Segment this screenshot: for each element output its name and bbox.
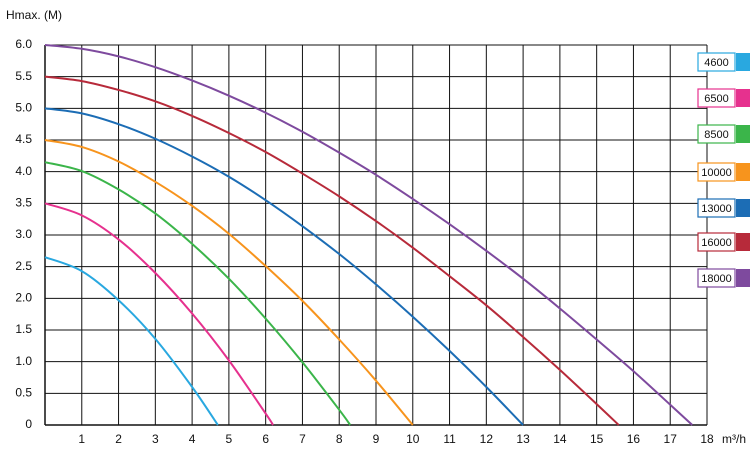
legend-swatch <box>736 125 750 143</box>
x-tick-label: 3 <box>152 432 159 446</box>
curve <box>44 202 274 426</box>
legend-swatch <box>736 89 750 107</box>
y-axis-label: Hmax. (M) <box>6 8 62 22</box>
legend-box <box>697 232 736 252</box>
legend-label: 13000 <box>701 203 732 215</box>
x-tick-label: 6 <box>262 432 269 446</box>
legend-box <box>697 198 736 218</box>
legend-box <box>697 52 736 72</box>
y-tick-label: 0 <box>25 417 32 431</box>
x-tick-label: 18 <box>700 432 714 446</box>
y-tick-label: 3.5 <box>15 196 32 210</box>
legend-label: 18000 <box>701 273 732 285</box>
x-tick-label: 7 <box>299 432 306 446</box>
x-tick-label: 5 <box>226 432 233 446</box>
x-tick-label: 17 <box>664 432 678 446</box>
legend-label: 16000 <box>701 237 732 249</box>
x-tick-label: 16 <box>627 432 641 446</box>
legend-label: 4600 <box>704 57 728 69</box>
legend-swatch <box>736 199 750 217</box>
legend-swatch <box>736 53 750 71</box>
curve <box>44 139 414 426</box>
x-tick-label: 15 <box>590 432 604 446</box>
y-tick-label: 5.0 <box>15 101 32 115</box>
y-tick-label: 2.5 <box>15 259 32 273</box>
legend-swatch <box>736 163 750 181</box>
x-axis-label: m³/h <box>722 432 746 446</box>
x-tick-label: 8 <box>336 432 343 446</box>
x-tick-label: 2 <box>115 432 122 446</box>
curve <box>44 44 693 426</box>
x-tick-label: 14 <box>553 432 567 446</box>
x-tick-label: 11 <box>443 432 456 446</box>
x-tick-label: 10 <box>406 432 420 446</box>
legend-box <box>697 124 736 144</box>
legend-label: 8500 <box>704 129 728 141</box>
curve <box>44 107 524 426</box>
curve <box>44 75 620 426</box>
x-tick-label: 1 <box>78 432 85 446</box>
x-tick-label: 12 <box>480 432 494 446</box>
y-tick-label: 4.5 <box>15 132 32 146</box>
x-tick-label: 9 <box>373 432 380 446</box>
y-tick-label: 1.5 <box>15 322 32 336</box>
y-tick-label: 4.0 <box>15 164 32 178</box>
legend-swatch <box>736 269 750 287</box>
legend-swatch <box>736 233 750 251</box>
curve <box>44 256 219 426</box>
y-tick-label: 6.0 <box>15 37 32 51</box>
y-tick-label: 0.5 <box>15 386 32 400</box>
y-tick-label: 3.0 <box>15 227 32 241</box>
legend-label: 10000 <box>701 167 732 179</box>
legend-box <box>697 162 736 182</box>
y-tick-label: 2.0 <box>15 291 32 305</box>
x-tick-label: 13 <box>516 432 530 446</box>
legend-label: 6500 <box>704 93 728 105</box>
y-tick-label: 1.0 <box>15 354 32 368</box>
y-tick-label: 5.5 <box>15 69 32 83</box>
curve <box>44 161 352 426</box>
legend-box <box>697 88 736 108</box>
legend-box <box>697 268 736 288</box>
x-tick-label: 4 <box>189 432 196 446</box>
